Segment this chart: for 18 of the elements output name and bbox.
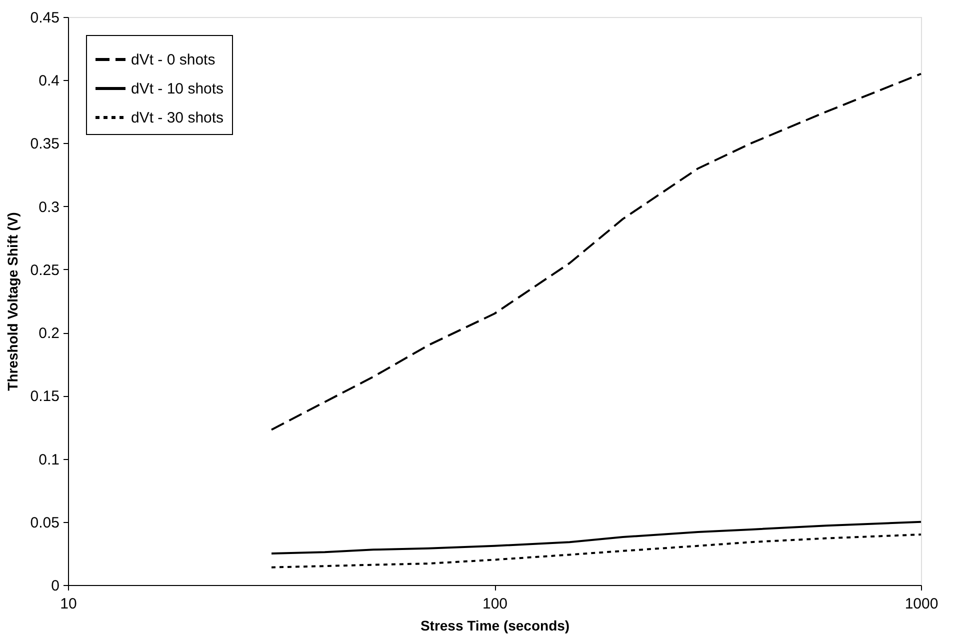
y-tick-label: 0.3 [38,198,60,216]
y-tick-label: 0.15 [30,388,60,406]
x-axis-title: Stress Time (seconds) [420,618,570,634]
y-axis-title: Threshold Voltage Shift (V) [4,212,20,391]
legend-label: dVt - 30 shots [131,110,224,126]
x-tick-label: 1000 [904,596,938,612]
legend-label: dVt - 10 shots [131,80,224,98]
y-tick-label: 0.4 [38,72,60,90]
x-tick-label: 10 [60,596,77,612]
y-tick-label: 0.25 [30,262,60,279]
y-tick-label: 0.45 [30,10,60,26]
y-tick-label: 0.1 [38,451,60,468]
legend-label: dVt - 0 shots [131,52,216,68]
x-tick-label: 100 [482,596,508,612]
y-tick-label: 0.05 [30,514,60,532]
y-tick-label: 0.35 [30,136,60,153]
y-tick-label: 0 [51,578,60,594]
y-tick-label: 0.2 [38,325,60,342]
